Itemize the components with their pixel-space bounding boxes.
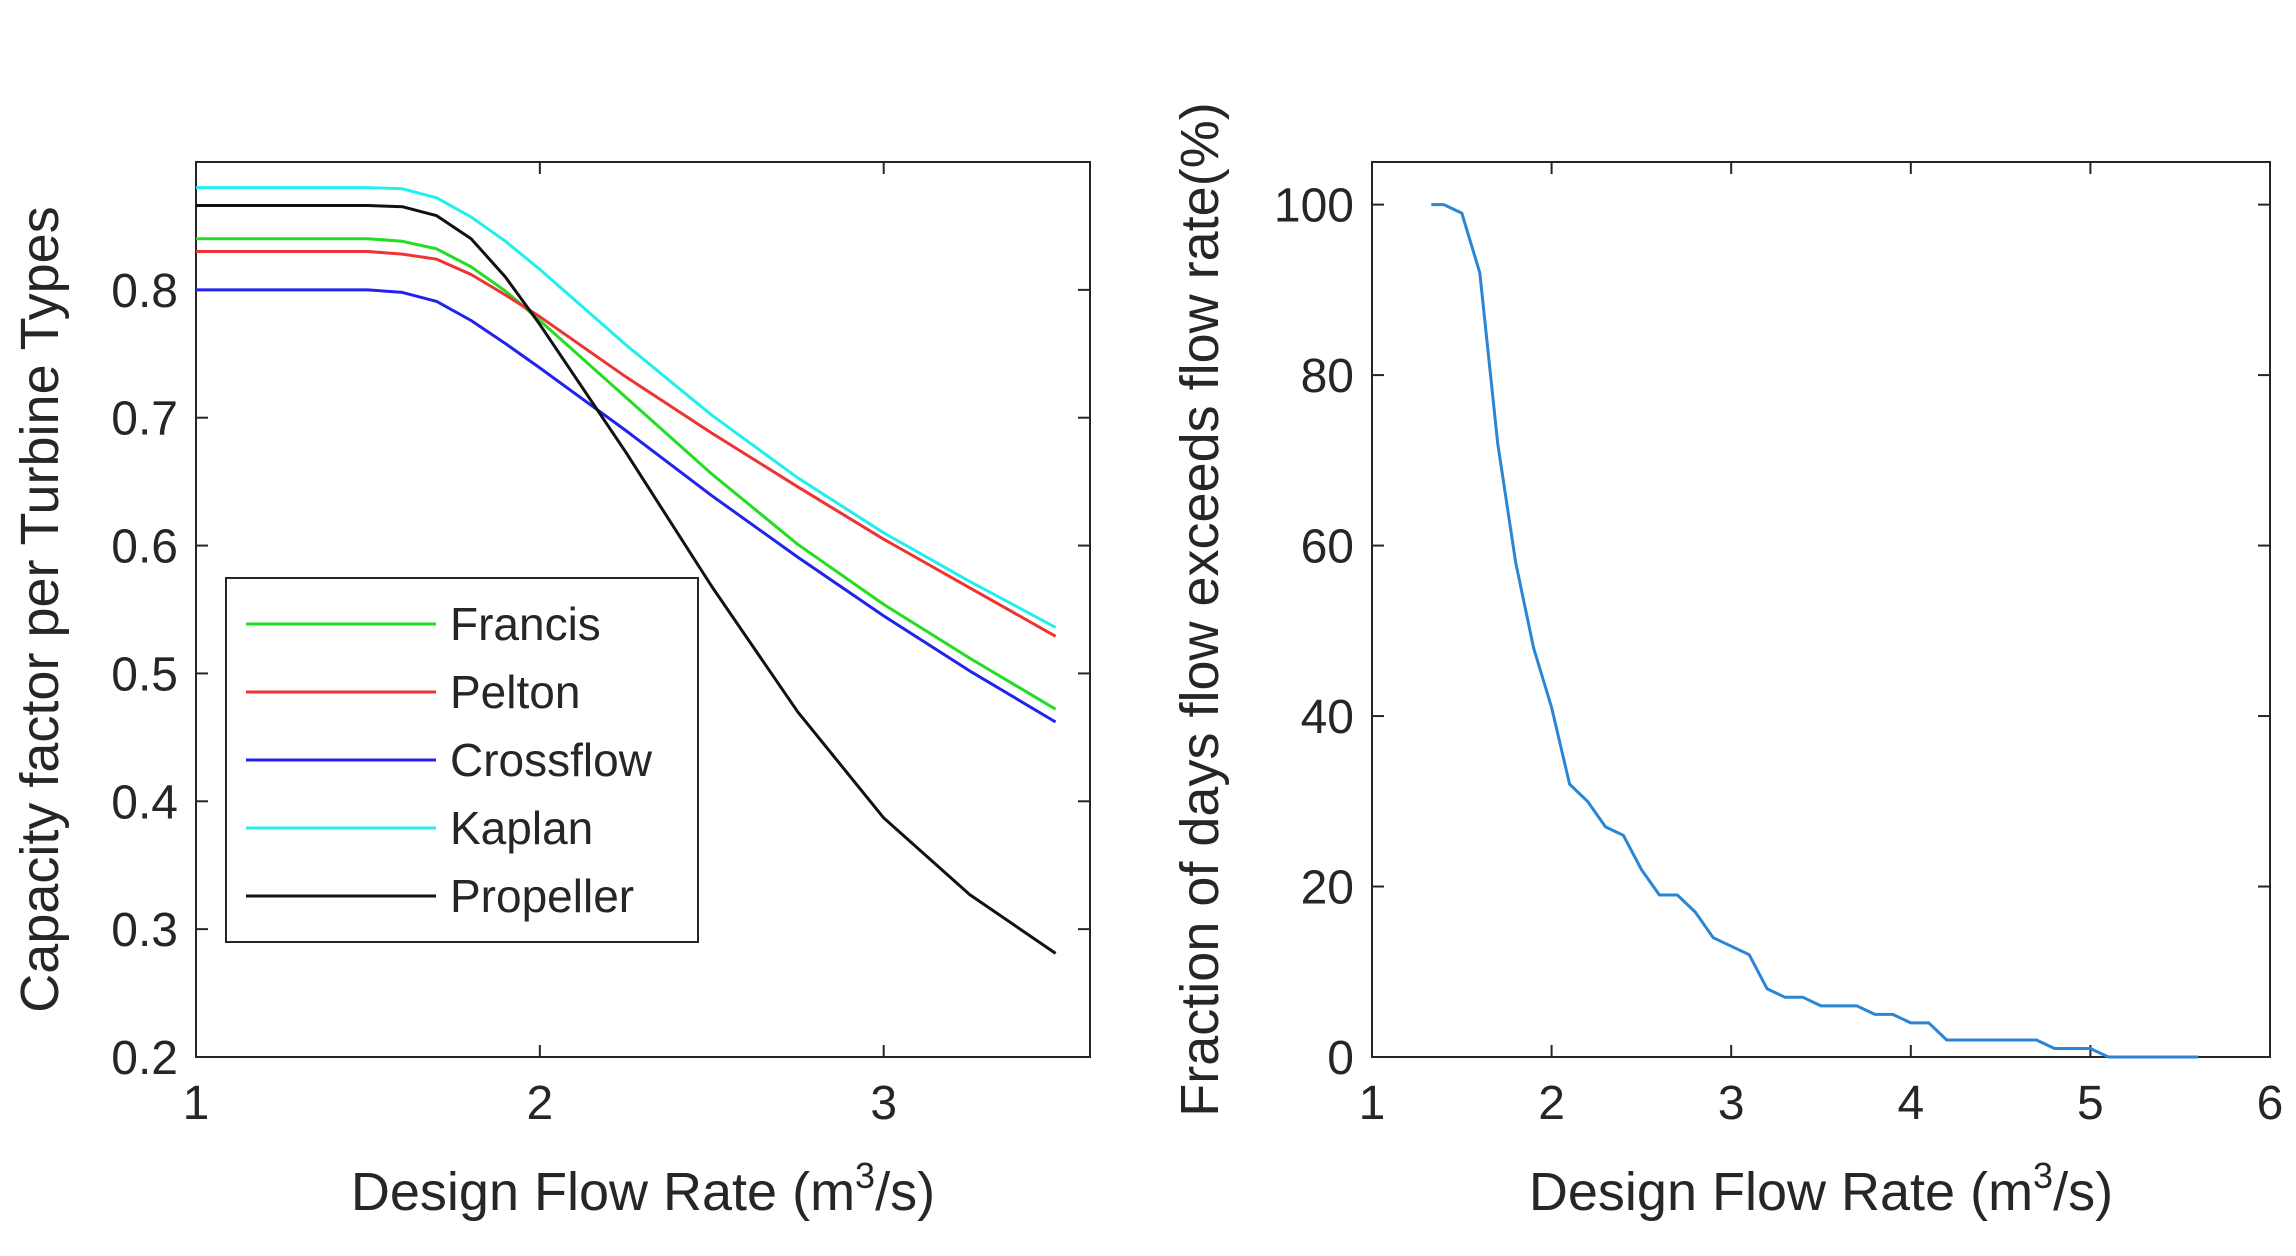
legend: Francis Pelton Crossflow Kaplan Propeller	[225, 577, 699, 943]
y-tick-label: 0.7	[111, 393, 178, 446]
x-tick-label: 5	[2077, 1077, 2104, 1130]
x-tick-label: 3	[1718, 1077, 1745, 1130]
x-tick-label: 6	[2257, 1077, 2284, 1130]
x-tick-label: 4	[1897, 1077, 1924, 1130]
legend-label-crossflow: Crossflow	[450, 734, 653, 786]
y-tick-label: 80	[1301, 350, 1354, 403]
y-tick-label: 0.5	[111, 648, 178, 701]
x-tick-label: 1	[183, 1077, 210, 1130]
y-tick-label: 40	[1301, 691, 1354, 744]
series-line-kaplan	[196, 186, 1057, 629]
x-tick-label: 2	[1538, 1077, 1565, 1130]
x-tick-label: 1	[1359, 1077, 1386, 1130]
x-tick-label: 3	[870, 1077, 897, 1130]
y-tick-label: 0	[1327, 1032, 1354, 1085]
series-line-propeller	[196, 204, 1057, 955]
series-line-exceedance	[1431, 203, 2199, 1059]
y-axis-label: Capacity factor per Turbine Types	[10, 206, 70, 1012]
y-tick-label: 100	[1274, 180, 1354, 233]
series-line-pelton	[196, 250, 1057, 638]
legend-label-francis: Francis	[450, 598, 601, 650]
x-axis-label: Design Flow Rate (m3/s)	[1529, 1155, 2113, 1222]
legend-label-pelton: Pelton	[450, 666, 580, 718]
legend-label-propeller: Propeller	[450, 870, 634, 922]
y-tick-label: 20	[1301, 862, 1354, 915]
y-tick-label: 0.3	[111, 904, 178, 957]
chart-1: 1 2 3 0.2 0.3 0.4 0.5 0.6 0.7 0.8 Design Flow Rate…	[10, 161, 1091, 1222]
x-axis-label: Design Flow Rate (m3/s)	[351, 1155, 935, 1222]
series-line-crossflow	[196, 288, 1057, 724]
plot-area-frame	[1371, 161, 2271, 1058]
y-axis-label: Fraction of days flow exceeds flow rate(…	[1170, 102, 1230, 1116]
y-tick-label: 0.4	[111, 776, 178, 829]
y-tick-label: 0.6	[111, 521, 178, 574]
y-tick-label: 0.8	[111, 265, 178, 318]
y-tick-label: 60	[1301, 521, 1354, 574]
y-tick-label: 0.2	[111, 1032, 178, 1085]
legend-label-kaplan: Kaplan	[450, 802, 593, 854]
x-tick-label: 2	[526, 1077, 553, 1130]
